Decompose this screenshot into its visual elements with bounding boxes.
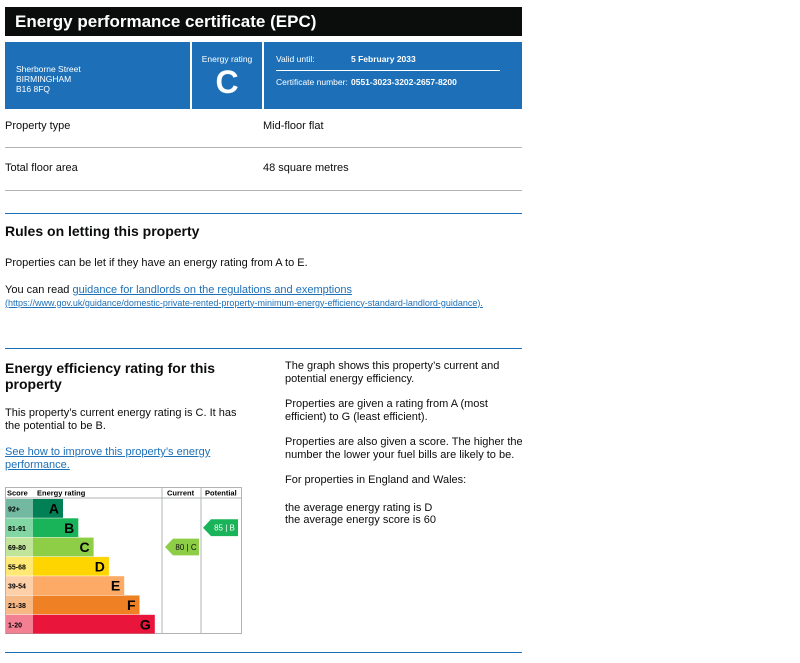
band-letter: G (140, 616, 151, 632)
score-cell (6, 614, 33, 634)
link[interactable]: See how to improve this property’s energ… (5, 446, 211, 471)
address-line: BIRMINGHAM (16, 74, 72, 84)
score: 81-91 (8, 526, 26, 533)
band-letter: C (79, 539, 89, 555)
rating-arrow (165, 538, 199, 556)
column-header: Current (167, 489, 195, 498)
column-header: Energy rating (37, 489, 86, 498)
band-bar (33, 595, 140, 615)
band-letter: B (64, 520, 74, 536)
text: Properties can be let if they have an en… (5, 257, 308, 269)
score-cell (6, 537, 33, 557)
score: 92+ (8, 507, 20, 514)
row-label: Total floor area (5, 162, 78, 174)
rating-value: 85 | B (214, 524, 235, 533)
score-cell (6, 499, 33, 518)
text: For properties in England and Wales: (285, 474, 467, 486)
title: Energy performance certificate (EPC) (15, 12, 317, 31)
rating-value: 80 | C (175, 543, 196, 552)
band-bar (33, 576, 125, 595)
band-letter: D (95, 558, 105, 574)
address-line: Sherborne Street (16, 64, 81, 74)
heading: Energy efficiency rating for this proper… (5, 360, 216, 392)
text: the average energy rating is D (285, 501, 433, 514)
guidance: You can read guidance for landlords on t… (5, 284, 495, 309)
summary-box: Sherborne Street BIRMINGHAM B16 8FQ Ener… (5, 42, 522, 109)
text: This property’s current energy rating is… (5, 407, 237, 432)
score-cell (6, 576, 33, 595)
score-cell (6, 595, 33, 615)
row-value: 48 square metres (263, 162, 349, 174)
title-bar: Energy performance certificate (EPC) (5, 7, 522, 36)
cert-label: Certificate number: (276, 77, 348, 87)
address: Sherborne Street BIRMINGHAM B16 8FQ (16, 64, 81, 94)
band-bar (33, 499, 63, 518)
score-cell (6, 518, 33, 538)
rating-label: Energy rating (201, 54, 253, 64)
score: 1-20 (8, 622, 22, 629)
valid-label: Valid until: (276, 54, 315, 64)
score: 39-54 (8, 584, 26, 591)
address-line: B16 8FQ (16, 84, 51, 94)
text: Properties are also given a score. The h… (285, 436, 523, 461)
band-letter: A (49, 501, 59, 517)
rating-arrow (203, 519, 238, 537)
heading: Rules on letting this property (5, 223, 200, 239)
column-header: Potential (205, 489, 237, 498)
band-letter: E (111, 578, 120, 594)
column-header: Score (7, 489, 28, 498)
text: You can read (5, 284, 70, 296)
rating-letter: C (215, 64, 239, 100)
score: 69-80 (8, 545, 26, 552)
text: the average energy score is 60 (285, 514, 437, 526)
band-bar (33, 614, 155, 634)
band-letter: F (127, 597, 136, 613)
cert-number: 0551-3023-3202-2657-8200 (351, 77, 457, 87)
link[interactable]: guidance for landlords on the regulation… (72, 284, 352, 296)
row-label: Property type (5, 120, 71, 132)
row-value: Mid-floor flat (263, 120, 324, 132)
text: The graph shows this property’s current … (285, 360, 500, 385)
text: Properties are given a rating from A (mo… (285, 398, 488, 423)
band-bar (33, 556, 109, 576)
url[interactable]: (https://www.gov.uk/guidance/domestic-pr… (5, 297, 483, 308)
score-cell (6, 556, 33, 576)
info: The graph shows this property’s current … (285, 360, 525, 527)
score: 21-38 (8, 603, 26, 610)
band-bar (33, 537, 94, 557)
rating-chart: Score Energy rating Current Potential 92+ A 81… (5, 487, 242, 634)
valid-date: 5 February 2033 (351, 54, 416, 64)
score: 55-68 (8, 564, 26, 571)
band-bar (33, 518, 79, 538)
